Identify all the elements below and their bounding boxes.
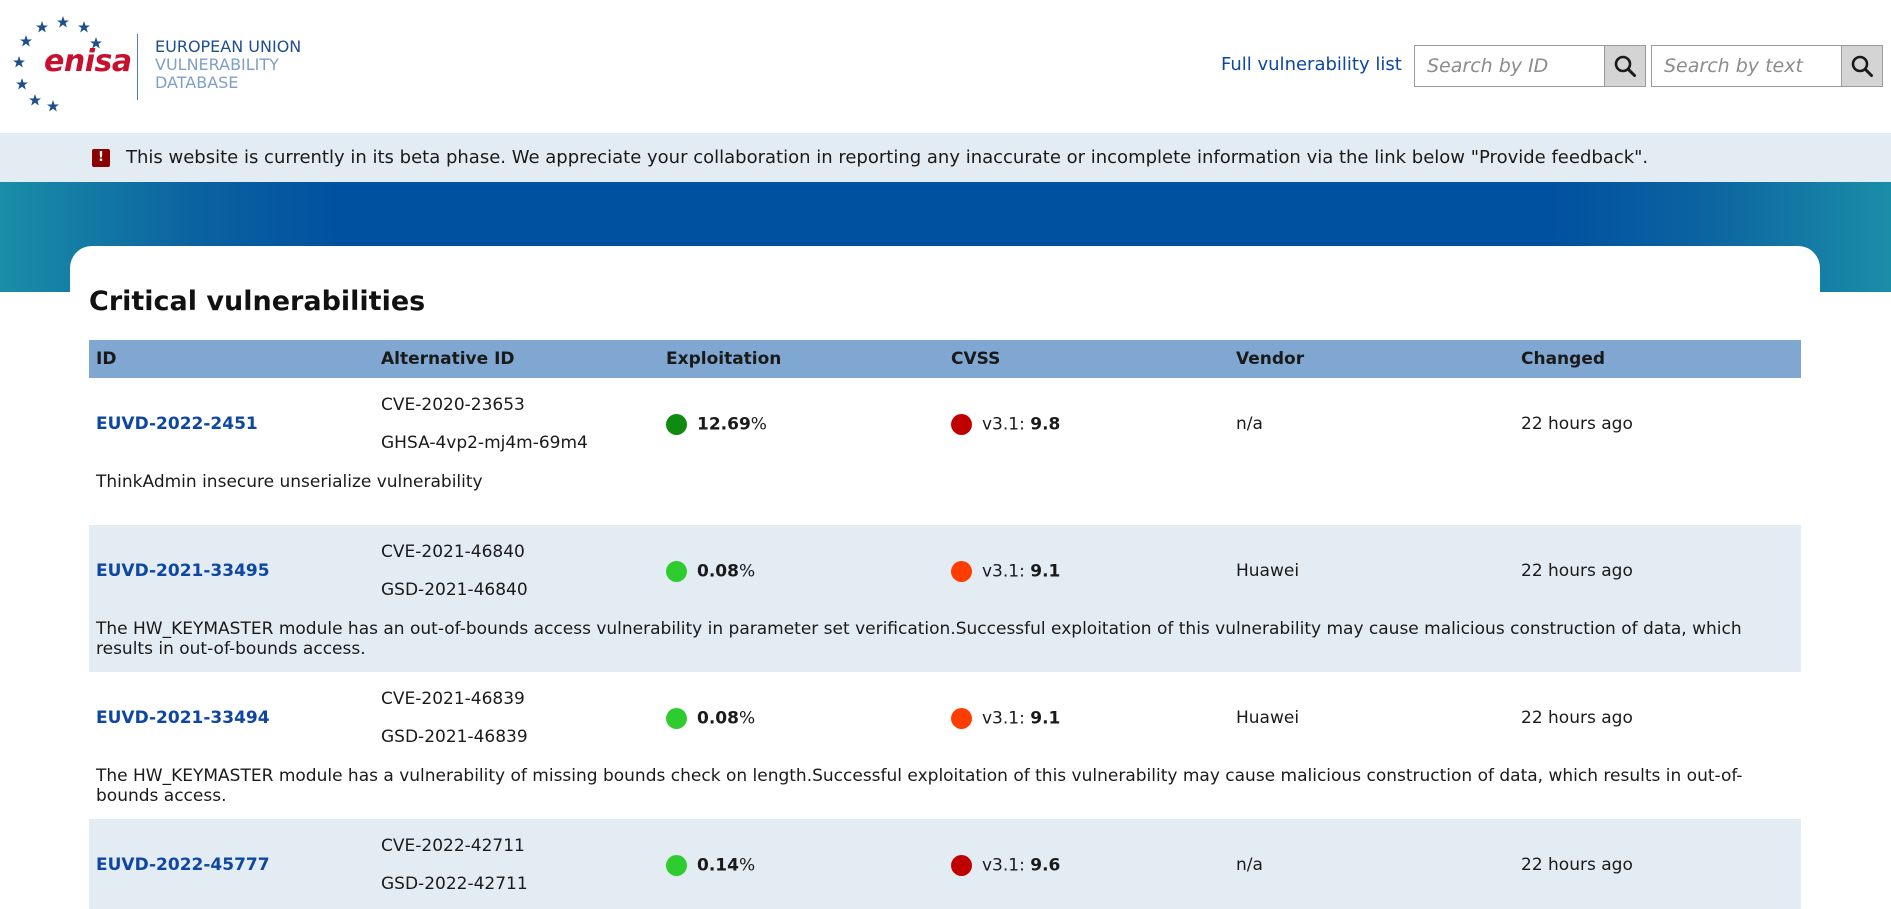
alternative-id: GSD-2021-46840 [381,580,528,600]
table-row: EUVD-2022-45777 CVE-2022-42711 GSD-2022-… [89,819,1801,909]
vendor: n/a [1229,819,1514,909]
cvss-version: v3.1: [982,561,1031,581]
column-header-cvss: CVSS [951,349,1001,369]
cvss-cell: v3.1: 9.8 [944,378,1229,470]
exploitation-indicator-icon [666,560,687,582]
exploitation-unit: % [750,414,767,434]
exploitation-unit: % [738,855,756,875]
full-vulnerability-list-link[interactable]: Full vulnerability list [1221,54,1402,75]
vulnerability-description: ThinkAdmin insecure unserialize vulnerab… [96,472,483,492]
cvss-severity-icon [951,854,972,876]
alternative-ids: CVE-2020-23653 GHSA-4vp2-mj4m-69m4 [374,378,659,470]
site-header: enisa EUROPEAN UNION VULNERABILITY DATAB… [0,0,1891,133]
exploitation-cell: 0.14% [659,819,944,909]
warning-icon: ! [92,149,110,167]
vulnerability-id-link[interactable]: EUVD-2021-33494 [96,708,270,728]
alternative-id: GHSA-4vp2-mj4m-69m4 [381,433,588,453]
cvss-cell: v3.1: 9.6 [944,819,1229,909]
logo-subtitle-line-3: DATABASE [155,73,239,92]
exploitation-indicator-icon [666,413,687,435]
cvss-score: 9.1 [1030,708,1061,728]
exploitation-unit: % [738,561,756,581]
cvss-severity-icon [951,413,972,435]
exploitation-indicator-icon [666,854,687,876]
cvss-score: 9.1 [1030,561,1061,581]
alternative-ids: CVE-2021-46839 GSD-2021-46839 [374,672,659,764]
exploitation-unit: % [738,708,756,728]
changed-time: 22 hours ago [1514,819,1801,909]
cvss-severity-icon [951,560,972,582]
cvss-score: 9.8 [1030,414,1061,434]
beta-banner-text: This website is currently in its beta ph… [126,147,1649,168]
table-row: EUVD-2021-33494 CVE-2021-46839 GSD-2021-… [89,672,1801,764]
alternative-id: CVE-2021-46840 [381,542,525,562]
alternative-ids: CVE-2021-46840 GSD-2021-46840 [374,525,659,617]
vulnerability-description: The HW_KEYMASTER module has an out-of-bo… [89,617,1801,672]
exploitation-cell: 12.69% [659,378,944,470]
cvss-cell: v3.1: 9.1 [944,525,1229,617]
exploitation-indicator-icon [666,707,687,729]
vulnerability-description: The HW_KEYMASTER module has a vulnerabil… [96,766,1743,806]
alternative-id: GSD-2021-46839 [381,727,528,747]
logo-subtitle: EUROPEAN UNION VULNERABILITY DATABASE [155,38,301,92]
column-header-vendor: Vendor [1236,349,1305,369]
table-row: EUVD-2021-33495 CVE-2021-46840 GSD-2021-… [89,525,1801,617]
search-by-id-input[interactable] [1414,45,1604,87]
column-header-id: ID [96,349,117,369]
logo-subtitle-line-1: EUROPEAN UNION [155,37,302,56]
exploitation-cell: 0.08% [659,672,944,764]
cvss-severity-icon [951,707,972,729]
vulnerability-id-link[interactable]: EUVD-2022-45777 [96,855,270,875]
alternative-id: GSD-2022-42711 [381,874,528,894]
vendor: n/a [1236,414,1263,434]
search-by-text-input[interactable] [1651,45,1841,87]
alternative-id: CVE-2020-23653 [381,395,525,415]
changed-time: 22 hours ago [1514,525,1801,617]
logo-subtitle-line-2: VULNERABILITY [155,55,279,74]
cvss-version: v3.1: [982,414,1031,434]
page-title: Critical vulnerabilities [89,286,426,317]
alternative-id: CVE-2021-46839 [381,689,525,709]
exploitation-value: 12.69 [697,414,751,434]
cvss-version: v3.1: [982,855,1031,875]
column-header-exploitation: Exploitation [666,349,782,369]
column-header-changed: Changed [1521,349,1606,369]
changed-time: 22 hours ago [1521,414,1633,434]
search-by-text-button[interactable] [1841,45,1883,87]
exploitation-value: 0.08 [697,561,739,581]
search-icon [1614,55,1636,77]
cvss-cell: v3.1: 9.1 [944,672,1229,764]
table-row-description: ThinkAdmin insecure unserialize vulnerab… [89,470,1801,525]
search-by-text [1651,45,1883,87]
search-icon [1851,55,1873,77]
vendor: Huawei [1236,708,1300,728]
eu-stars-logo-icon[interactable] [8,12,118,112]
enisa-logo-text[interactable]: enisa [44,44,132,79]
cvss-version: v3.1: [982,708,1031,728]
table-row-description: The HW_KEYMASTER module has an out-of-bo… [89,617,1801,672]
vendor: Huawei [1229,525,1514,617]
column-header-alternative-id: Alternative ID [381,349,515,369]
beta-banner [0,133,1891,182]
vulnerability-id-link[interactable]: EUVD-2021-33495 [96,561,270,581]
table-header-row: ID Alternative ID Exploitation CVSS Vend… [89,340,1801,378]
exploitation-value: 0.08 [697,708,739,728]
logo-divider [137,34,138,100]
critical-vulnerabilities-table: ID Alternative ID Exploitation CVSS Vend… [89,340,1801,909]
search-by-id [1414,45,1646,87]
changed-time: 22 hours ago [1521,708,1633,728]
alternative-id: CVE-2022-42711 [381,836,525,856]
table-row: EUVD-2022-2451 CVE-2020-23653 GHSA-4vp2-… [89,378,1801,470]
search-by-id-button[interactable] [1604,45,1646,87]
table-row-description: The HW_KEYMASTER module has a vulnerabil… [89,764,1801,819]
exploitation-cell: 0.08% [659,525,944,617]
exploitation-value: 0.14 [697,855,739,875]
alternative-ids: CVE-2022-42711 GSD-2022-42711 [374,819,659,909]
cvss-score: 9.6 [1030,855,1061,875]
vulnerability-id-link[interactable]: EUVD-2022-2451 [96,414,258,434]
